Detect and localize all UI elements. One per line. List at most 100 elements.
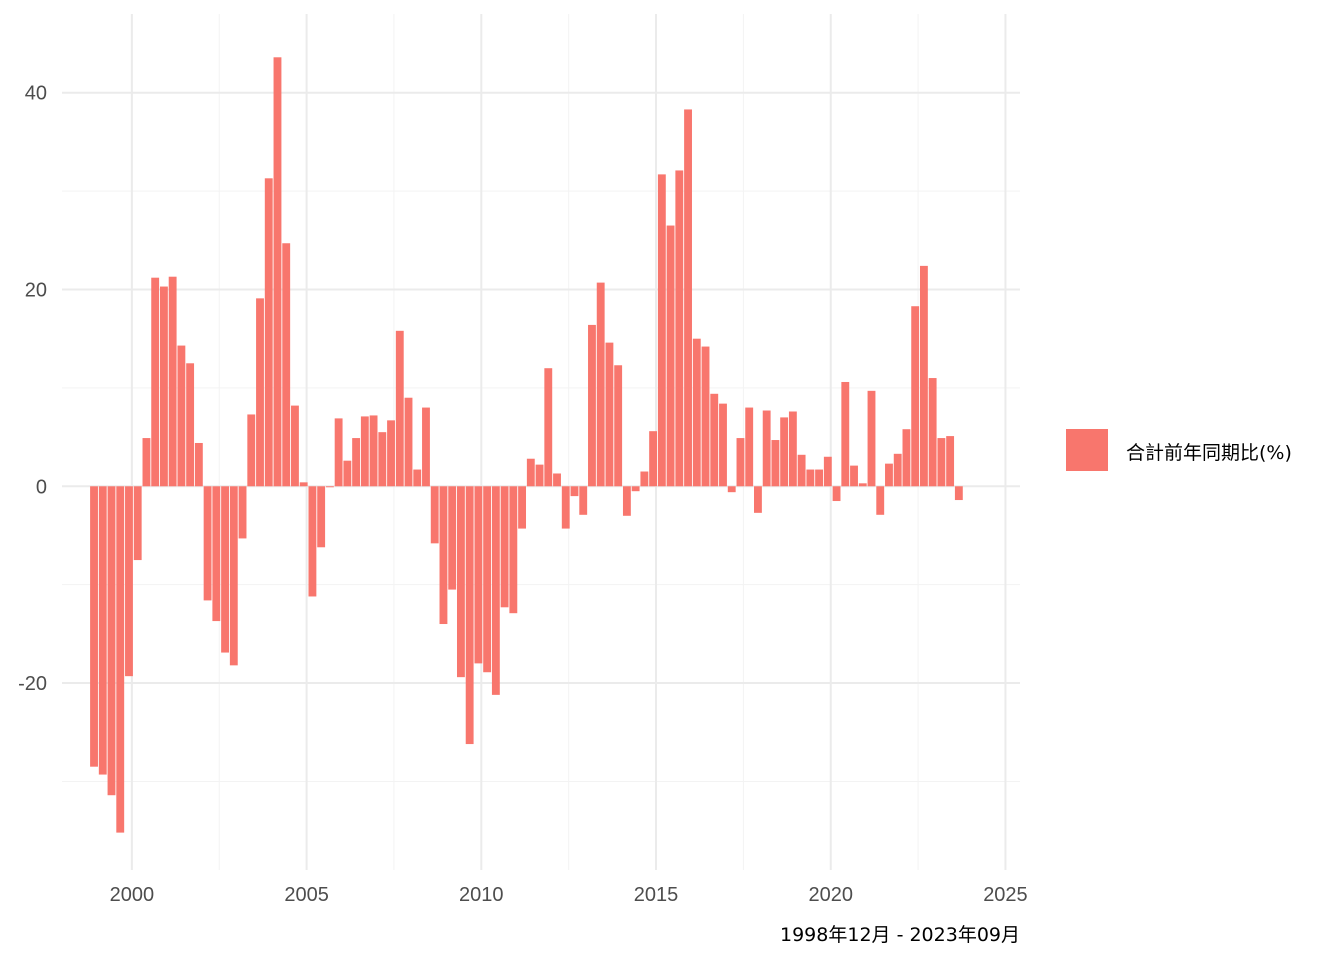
bar	[509, 486, 518, 614]
bar	[727, 486, 736, 493]
bar	[518, 486, 527, 529]
bar	[282, 243, 291, 487]
bar	[928, 378, 937, 487]
bar	[413, 469, 422, 487]
bar	[762, 410, 771, 487]
bars	[90, 57, 963, 833]
bar	[107, 486, 116, 796]
bar	[116, 486, 125, 833]
bar	[465, 486, 474, 745]
bar	[858, 483, 867, 487]
y-tick-label: 0	[36, 476, 47, 498]
bar	[500, 486, 509, 608]
bar	[177, 345, 186, 487]
bar	[474, 486, 483, 664]
bar	[885, 463, 893, 487]
bar	[151, 277, 160, 487]
x-tick-label: 2005	[284, 884, 329, 906]
bar	[325, 486, 334, 488]
bar	[675, 170, 684, 487]
bar	[256, 298, 264, 487]
bar	[125, 486, 133, 677]
bar	[736, 438, 745, 487]
bar	[806, 469, 815, 487]
bar	[631, 486, 640, 492]
bar	[946, 436, 955, 487]
bar	[404, 397, 413, 487]
x-axis-ticks: 2000 2005 2010 2015 2020 2025	[110, 884, 1028, 906]
legend: 合計前年同期比(%)	[1066, 429, 1292, 471]
bar	[422, 407, 430, 487]
bar	[841, 381, 850, 487]
bar	[203, 486, 212, 601]
bar	[649, 431, 658, 487]
bar	[570, 486, 579, 497]
bar	[247, 414, 256, 487]
bar	[212, 486, 221, 622]
bar	[299, 482, 308, 487]
bar	[657, 174, 666, 487]
bar	[360, 416, 369, 487]
bar	[535, 464, 544, 487]
bar	[788, 411, 797, 487]
bar	[378, 432, 387, 487]
grid	[62, 14, 1020, 870]
bar	[893, 453, 902, 487]
bar	[221, 486, 229, 653]
bar	[684, 109, 692, 487]
bar	[456, 486, 465, 678]
bar	[448, 486, 457, 590]
bar	[238, 486, 247, 539]
bar	[954, 486, 963, 501]
y-axis-ticks: 40 20 0 -20	[18, 83, 47, 695]
bar	[142, 438, 151, 487]
bar	[832, 486, 841, 502]
bar	[229, 486, 238, 666]
x-tick-label: 2025	[983, 884, 1028, 906]
x-tick-label: 2010	[459, 884, 504, 906]
bar	[186, 363, 195, 487]
bar	[430, 486, 439, 544]
bar	[553, 473, 561, 487]
x-tick-label: 2000	[110, 884, 155, 906]
bar	[334, 418, 343, 487]
bar	[544, 368, 553, 487]
bar	[317, 486, 326, 548]
bar	[133, 486, 142, 561]
bar	[919, 265, 928, 487]
bar	[596, 282, 605, 487]
bar	[561, 486, 570, 529]
bar	[308, 486, 317, 597]
bar	[640, 471, 649, 487]
bar	[343, 460, 352, 487]
bar	[911, 306, 920, 487]
bar	[745, 407, 754, 487]
chart-caption: 1998年12月 - 2023年09月	[780, 924, 1020, 946]
bar	[491, 486, 500, 695]
bar	[194, 442, 203, 487]
bar	[387, 420, 395, 487]
bar	[867, 390, 876, 487]
bar	[937, 438, 946, 487]
bar	[823, 456, 832, 487]
bar	[395, 330, 404, 487]
bar	[876, 486, 885, 515]
bar	[273, 57, 282, 487]
bar	[614, 365, 623, 487]
bar	[439, 486, 448, 625]
bar	[815, 469, 824, 487]
bar	[352, 438, 361, 487]
bar	[622, 486, 631, 516]
bar	[710, 393, 719, 487]
bar	[526, 458, 535, 487]
bar	[264, 178, 273, 487]
legend-swatch	[1066, 429, 1108, 471]
x-tick-label: 2015	[634, 884, 679, 906]
y-tick-label: 40	[25, 83, 47, 105]
bar	[159, 286, 168, 487]
bar	[850, 465, 858, 487]
bar	[588, 324, 596, 487]
bar	[797, 454, 806, 487]
bar	[719, 403, 727, 487]
